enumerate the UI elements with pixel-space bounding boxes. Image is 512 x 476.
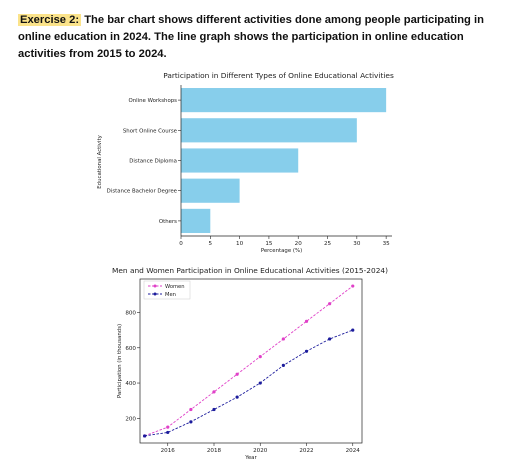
bar-x-tick-label: 20 [295, 241, 303, 247]
bar-4 [181, 208, 211, 233]
series-point-men [281, 363, 285, 368]
series-line-men [144, 329, 353, 437]
series-line-women [144, 285, 353, 437]
line-chart-title: Men and Women Participation in Online Ed… [112, 266, 388, 275]
bar-category-label: Short Online Course [123, 128, 178, 134]
series-point-women [328, 302, 332, 306]
line-y-axis-label: Participation (in thousands) [117, 324, 123, 398]
line-y-tick-label: 600 [125, 346, 136, 352]
legend-label-men: Men [165, 292, 176, 298]
bar-x-tick-label: 5 [209, 241, 213, 247]
bar-x-tick-label: 25 [324, 241, 332, 247]
series-point-men [166, 430, 170, 435]
legend-marker-men [153, 292, 157, 296]
series-point-women [166, 425, 170, 429]
bar-3 [181, 178, 240, 203]
line-plot-frame [139, 278, 363, 444]
bar-x-tick-label: 10 [236, 241, 244, 247]
series-point-men [189, 420, 193, 424]
series-point-men [235, 395, 239, 399]
legend-label-women: Women [165, 284, 185, 290]
bar-x-tick-label: 15 [265, 241, 273, 247]
line-y-tick-label: 800 [125, 311, 136, 317]
series-point-women [212, 390, 216, 394]
bar-x-axis-label: Percentage (%) [261, 248, 302, 254]
bar-x-tick-label: 30 [353, 241, 361, 247]
bar-x-tick-label: 0 [179, 241, 183, 247]
line-x-tick-label: 2020 [253, 448, 268, 454]
bar-category-label: Distance Bachelor Degree [107, 189, 178, 195]
series-point-women [304, 319, 309, 323]
line-x-axis-label: Year [244, 455, 257, 461]
line-x-tick-label: 2016 [161, 448, 176, 454]
series-point-women [189, 407, 193, 412]
bar-1 [181, 118, 357, 143]
series-point-men [143, 434, 147, 438]
series-point-men [212, 407, 216, 412]
bar-2 [181, 148, 299, 173]
series-point-men [328, 337, 332, 341]
series-point-men [351, 328, 355, 332]
exercise-tag: Exercise 2: [18, 14, 82, 26]
bar-category-label: Distance Diploma [129, 159, 177, 165]
series-point-men [258, 381, 262, 385]
bar-y-axis-label: Educational Activity [97, 134, 103, 188]
legend-marker-women [153, 284, 157, 288]
series-point-women [281, 337, 285, 341]
exercise-text: The bar chart shows different activities… [18, 14, 484, 60]
bar-chart-title: Participation in Different Types of Onli… [163, 71, 394, 80]
line-y-tick-label: 400 [125, 381, 136, 387]
series-point-women [258, 354, 262, 359]
exercise-header: Exercise 2: The bar chart shows differen… [18, 12, 502, 63]
bar-category-label: Online Workshops [128, 98, 177, 104]
line-y-tick-label: 200 [125, 416, 136, 422]
bar-0 [181, 88, 387, 113]
series-point-men [304, 349, 309, 353]
line-x-tick-label: 2024 [346, 448, 361, 454]
series-point-women [235, 372, 239, 376]
series-point-women [351, 284, 355, 288]
bar-x-tick-label: 35 [383, 241, 391, 247]
line-x-tick-label: 2018 [207, 448, 222, 454]
line-x-tick-label: 2022 [299, 448, 313, 454]
bar-category-label: Others [159, 219, 177, 225]
